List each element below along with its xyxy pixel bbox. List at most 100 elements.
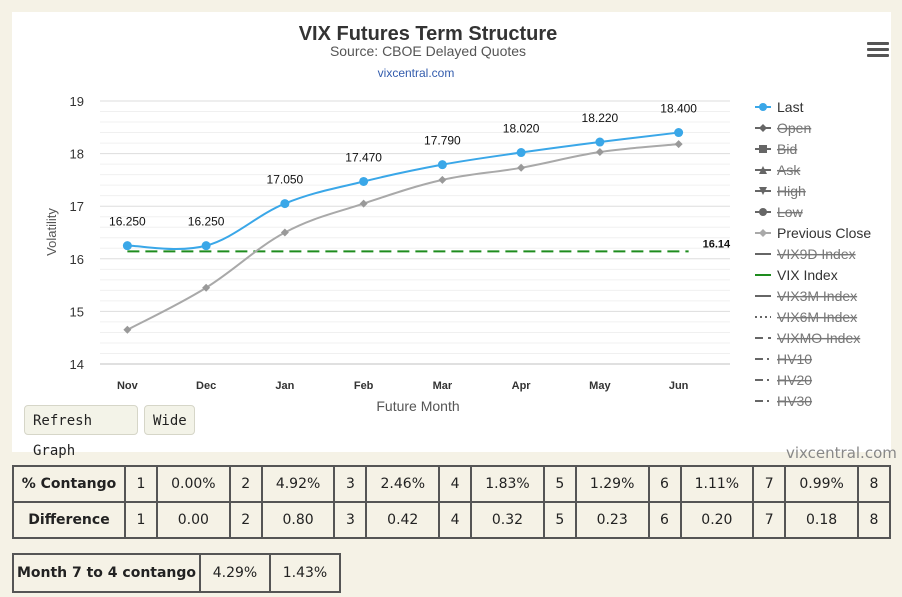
- month-number: 7: [752, 465, 787, 503]
- legend-item-vix3m-index[interactable]: VIX3M Index: [777, 288, 857, 304]
- last-point: [122, 241, 132, 251]
- contango-table: % Contango 1 0.00% 2 4.92% 3 2.46% 4 1.8…: [12, 465, 891, 539]
- month-number: 4: [438, 465, 473, 503]
- month-contango-table: Month 7 to 4 contango 4.29% 1.43%: [12, 553, 341, 593]
- difference-value: 0.00: [156, 501, 231, 539]
- difference-value: 0.20: [679, 501, 755, 539]
- contango-value: 2.46%: [365, 465, 441, 503]
- y-tick-label: 15: [70, 304, 84, 319]
- difference-value: 0.42: [365, 501, 441, 539]
- month-contango-average: 1.43%: [269, 553, 341, 593]
- legend-item-open[interactable]: Open: [777, 120, 811, 136]
- contango-value: 0.99%: [784, 465, 859, 503]
- previous-close-point: [438, 175, 447, 184]
- last-point: [516, 148, 526, 158]
- y-tick-label: 16: [70, 252, 84, 267]
- contango-value: 0.00%: [156, 465, 231, 503]
- x-tick-label: Nov: [117, 380, 139, 392]
- legend-item-hv20[interactable]: HV20: [777, 372, 812, 388]
- contango-value: 1.11%: [679, 465, 755, 503]
- last-line: [127, 131, 679, 251]
- legend-item-vix9d-index[interactable]: VIX9D Index: [777, 246, 856, 262]
- previous-close-point: [359, 199, 368, 208]
- chart-title: VIX Futures Term Structure: [299, 23, 558, 45]
- last-point: [201, 241, 211, 251]
- last-data-label: 17.050: [267, 173, 304, 187]
- month-number: 2: [228, 465, 263, 503]
- contango-row-label: % Contango: [12, 465, 126, 503]
- y-axis-title: Volatility: [44, 208, 59, 256]
- legend-item-previous-close[interactable]: Previous Close: [777, 225, 871, 241]
- month-number: 4: [438, 501, 473, 539]
- legend-symbol: [759, 208, 767, 216]
- legend-item-high[interactable]: High: [777, 183, 806, 199]
- legend-item-bid[interactable]: Bid: [777, 141, 797, 157]
- month-number: 5: [542, 465, 577, 503]
- last-data-label: 18.400: [660, 102, 697, 116]
- y-tick-label: 18: [70, 147, 84, 162]
- x-tick-label: Jan: [275, 380, 294, 392]
- legend-item-low[interactable]: Low: [777, 204, 804, 220]
- difference-value: 0.18: [784, 501, 859, 539]
- month-number: 1: [124, 501, 158, 539]
- source-link[interactable]: vixcentral.com: [378, 66, 455, 80]
- last-point: [280, 199, 290, 209]
- month-contango-row: Month 7 to 4 contango 4.29% 1.43%: [12, 553, 341, 593]
- previous-close-point: [202, 283, 211, 292]
- previous-close-line: [126, 143, 679, 331]
- month-number: 6: [647, 501, 682, 539]
- month-number: 3: [333, 465, 368, 503]
- previous-close-point: [123, 325, 132, 334]
- y-tick-label: 17: [70, 199, 84, 214]
- y-tick-label: 19: [70, 94, 84, 109]
- month-number: 8: [857, 501, 891, 539]
- month-number: 8: [857, 465, 891, 503]
- legend-symbol: [759, 229, 767, 237]
- last-data-label: 18.220: [582, 111, 619, 125]
- contango-row: % Contango 1 0.00% 2 4.92% 3 2.46% 4 1.8…: [12, 465, 891, 503]
- x-tick-label: Dec: [196, 380, 216, 392]
- previous-close-point: [280, 228, 289, 237]
- previous-close-point: [595, 148, 604, 157]
- month-number: 3: [333, 501, 368, 539]
- month-number: 7: [752, 501, 787, 539]
- last-data-label: 17.470: [345, 150, 382, 164]
- month-number: 2: [228, 501, 263, 539]
- x-tick-label: Feb: [354, 380, 374, 392]
- month-number: 5: [542, 501, 577, 539]
- legend-item-last[interactable]: Last: [777, 99, 804, 115]
- previous-close-point: [674, 140, 683, 149]
- last-data-label: 16.250: [109, 215, 146, 229]
- last-data-label: 18.020: [503, 122, 540, 136]
- contango-value: 1.29%: [574, 465, 650, 503]
- y-tick-label: 14: [70, 357, 84, 372]
- refresh-graph-button[interactable]: Refresh Graph: [24, 405, 138, 459]
- last-data-label: 17.790: [424, 134, 461, 148]
- last-point: [595, 137, 605, 147]
- last-point: [674, 128, 684, 138]
- legend-item-vixmo-index[interactable]: VIXMO Index: [777, 330, 860, 346]
- chart-credit[interactable]: vixcentral.com: [786, 444, 897, 462]
- legend-item-vix-index[interactable]: VIX Index: [777, 267, 838, 283]
- month-number: 1: [124, 465, 158, 503]
- x-tick-label: Apr: [512, 380, 532, 392]
- x-tick-label: Mar: [433, 380, 453, 392]
- difference-row: Difference 1 0.00 2 0.80 3 0.42 4 0.32 5…: [12, 501, 891, 539]
- legend-symbol: [759, 187, 767, 195]
- month-number: 6: [647, 465, 682, 503]
- legend-item-ask[interactable]: Ask: [777, 162, 801, 178]
- contango-value: 4.92%: [260, 465, 336, 503]
- wide-button[interactable]: Wide: [144, 405, 195, 435]
- legend-item-hv10[interactable]: HV10: [777, 351, 812, 367]
- chart-subtitle: Source: CBOE Delayed Quotes: [330, 43, 526, 59]
- menu-icon[interactable]: [867, 42, 889, 60]
- legend-item-hv30[interactable]: HV30: [777, 393, 812, 409]
- x-tick-label: May: [589, 380, 611, 392]
- previous-close-point: [517, 163, 526, 172]
- contango-value: 1.83%: [470, 465, 545, 503]
- last-data-label: 16.250: [188, 215, 225, 229]
- difference-value: 0.32: [470, 501, 545, 539]
- month-contango-value: 4.29%: [199, 553, 271, 593]
- legend-symbol: [759, 124, 767, 132]
- legend-item-vix6m-index[interactable]: VIX6M Index: [777, 309, 857, 325]
